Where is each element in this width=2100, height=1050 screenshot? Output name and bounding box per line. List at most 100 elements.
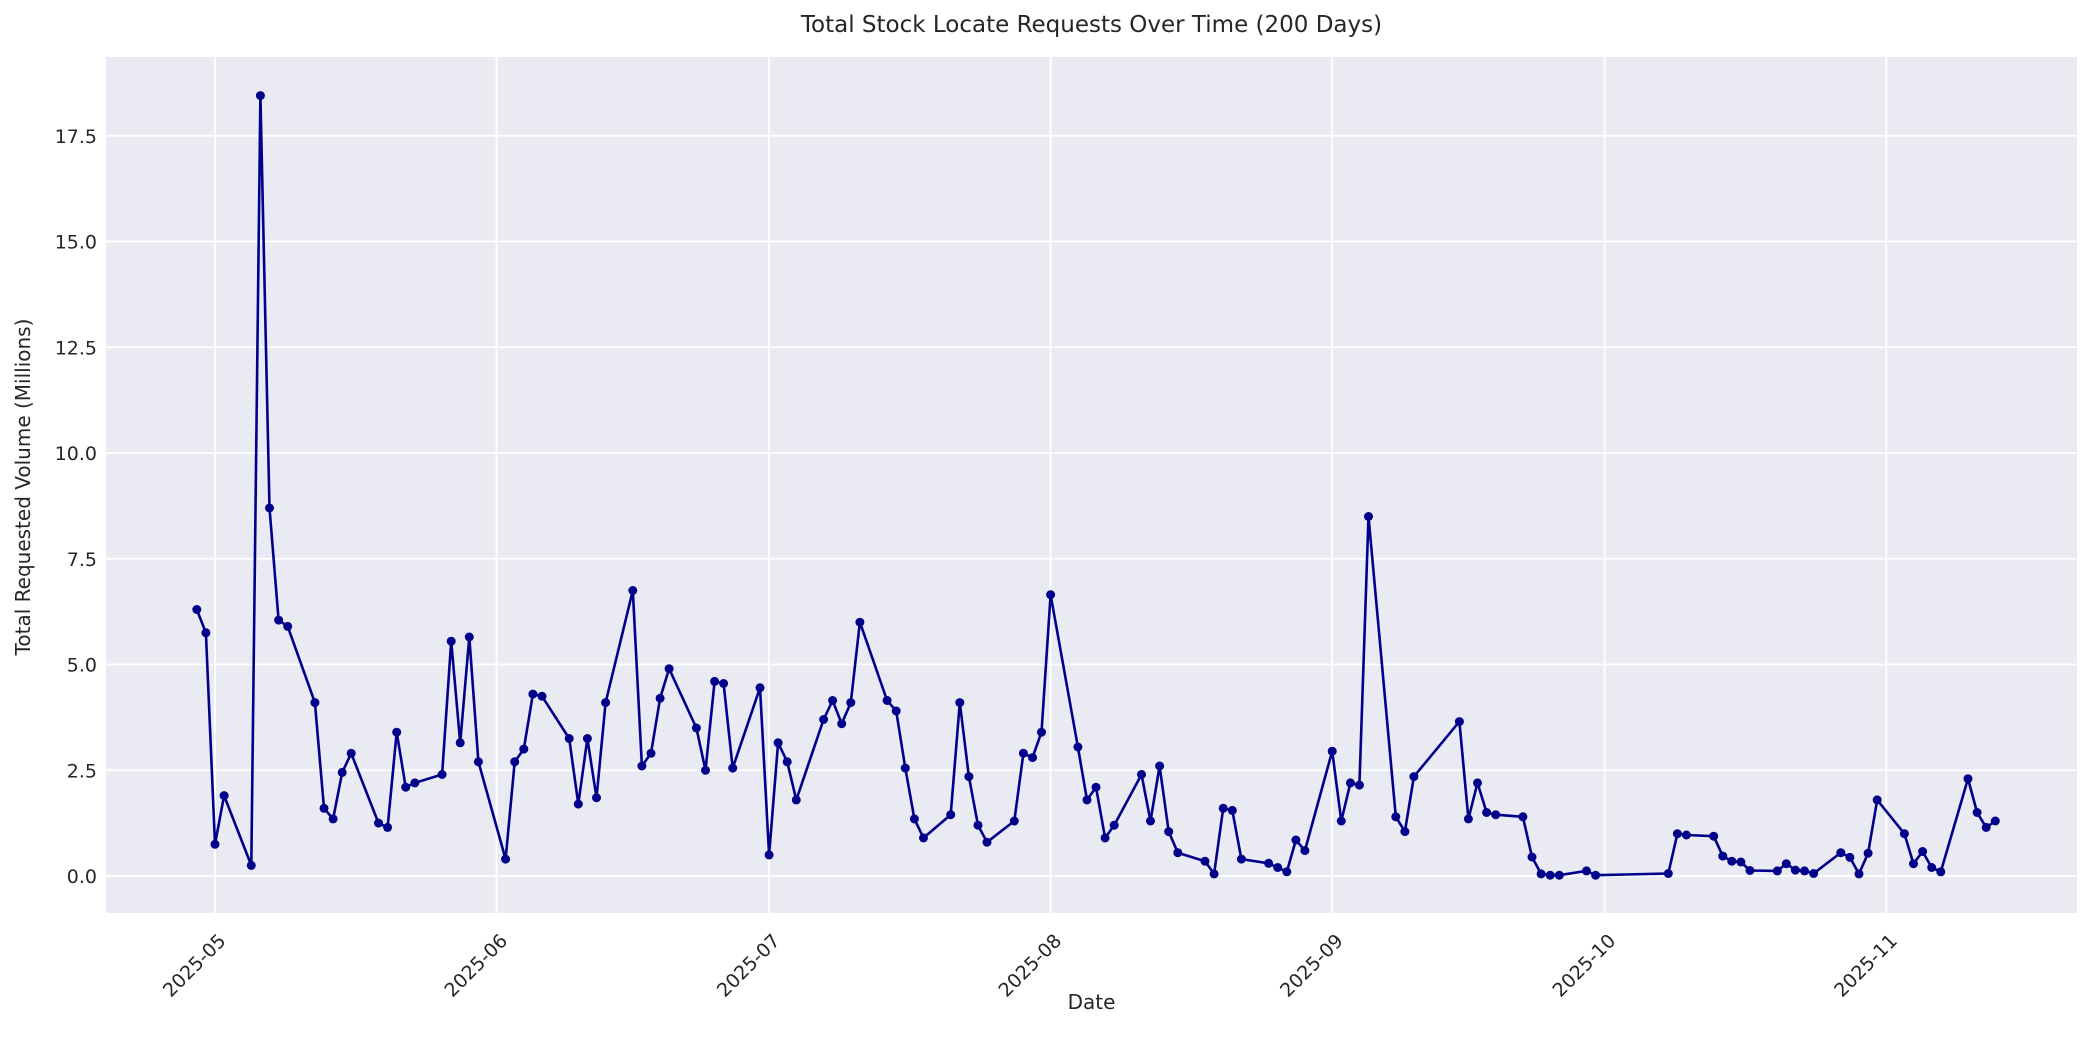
- data-point: [964, 772, 974, 782]
- data-point: [537, 691, 547, 701]
- data-point: [1009, 816, 1019, 826]
- data-point: [1028, 753, 1037, 763]
- data-point: [882, 696, 892, 705]
- data-point: [1718, 851, 1728, 861]
- data-point: [946, 810, 956, 820]
- data-point: [691, 723, 701, 733]
- data-point: [1536, 869, 1546, 879]
- data-point: [1327, 746, 1337, 756]
- data-point: [1200, 856, 1210, 866]
- data-point: [728, 763, 738, 773]
- data-point: [1836, 848, 1846, 858]
- data-point: [210, 839, 220, 849]
- data-point: [1727, 856, 1737, 866]
- data-point: [1736, 857, 1746, 867]
- data-point: [1146, 816, 1155, 826]
- data-point: [764, 850, 774, 860]
- data-point: [1164, 827, 1174, 837]
- data-line: [195, 94, 1997, 877]
- data-point: [201, 628, 211, 638]
- data-point: [1155, 761, 1165, 771]
- data-point: [192, 605, 202, 614]
- data-point: [473, 757, 483, 767]
- data-point: [1927, 863, 1937, 872]
- data-point: [1545, 870, 1555, 880]
- y-tick-label: 5.0: [67, 655, 97, 677]
- data-point: [319, 803, 329, 813]
- data-point: [1400, 827, 1410, 837]
- data-point: [1345, 778, 1355, 788]
- data-point: [655, 693, 665, 703]
- data-point: [1518, 812, 1528, 822]
- data-point: [1745, 866, 1755, 875]
- data-point: [455, 738, 465, 748]
- data-point: [255, 91, 265, 101]
- data-point: [1972, 808, 1982, 817]
- data-point: [1046, 590, 1056, 600]
- data-point: [601, 698, 611, 708]
- data-point: [1482, 808, 1492, 817]
- data-point: [1409, 772, 1419, 782]
- data-point: [1109, 820, 1119, 830]
- data-point: [1918, 847, 1928, 856]
- data-point: [1209, 869, 1219, 879]
- data-point: [1772, 866, 1782, 876]
- data-point: [265, 503, 274, 513]
- y-tick-label: 10.0: [55, 443, 97, 465]
- data-point: [1899, 829, 1909, 839]
- data-point: [1082, 795, 1092, 805]
- data-point: [646, 748, 656, 758]
- data-point: [664, 664, 674, 674]
- data-point: [773, 738, 783, 748]
- data-point: [1037, 727, 1046, 737]
- data-point: [1591, 870, 1601, 880]
- data-point: [1236, 854, 1246, 864]
- data-point: [510, 757, 520, 767]
- data-point: [782, 757, 792, 767]
- axes-background: [106, 57, 2077, 913]
- data-point: [374, 818, 383, 828]
- data-point: [1527, 852, 1537, 862]
- data-point: [274, 615, 284, 625]
- data-point: [637, 761, 647, 771]
- data-point: [1790, 865, 1800, 875]
- data-point: [1391, 812, 1401, 822]
- y-axis-label: Total Requested Volume (Millions): [11, 318, 35, 656]
- data-point: [1800, 866, 1809, 876]
- data-point: [1473, 778, 1482, 788]
- data-point: [1463, 814, 1473, 824]
- data-point: [846, 698, 856, 708]
- data-point: [246, 860, 256, 870]
- data-point: [1491, 810, 1501, 820]
- data-point: [1936, 867, 1946, 877]
- data-point: [1909, 859, 1918, 869]
- data-point: [955, 698, 965, 708]
- data-point: [1018, 748, 1028, 758]
- data-point: [1854, 869, 1864, 879]
- data-point: [1663, 869, 1673, 878]
- data-point: [837, 719, 847, 729]
- data-point: [1137, 770, 1146, 779]
- data-point: [1709, 831, 1719, 841]
- data-point: [1863, 848, 1873, 858]
- data-point: [982, 837, 992, 847]
- data-point: [401, 782, 411, 792]
- data-point: [392, 727, 402, 737]
- data-point: [383, 822, 393, 832]
- data-point: [1781, 859, 1791, 869]
- data-point: [855, 617, 865, 627]
- data-point: [1264, 858, 1274, 868]
- data-point: [1173, 848, 1183, 858]
- data-point: [582, 734, 592, 743]
- data-point: [973, 820, 983, 830]
- data-point: [1809, 869, 1819, 878]
- data-point: [1218, 803, 1228, 813]
- data-point: [1354, 780, 1364, 790]
- data-point: [1672, 829, 1682, 839]
- data-point: [891, 706, 901, 716]
- data-point: [755, 683, 765, 693]
- data-point: [791, 795, 801, 805]
- y-tick-label: 2.5: [67, 760, 97, 782]
